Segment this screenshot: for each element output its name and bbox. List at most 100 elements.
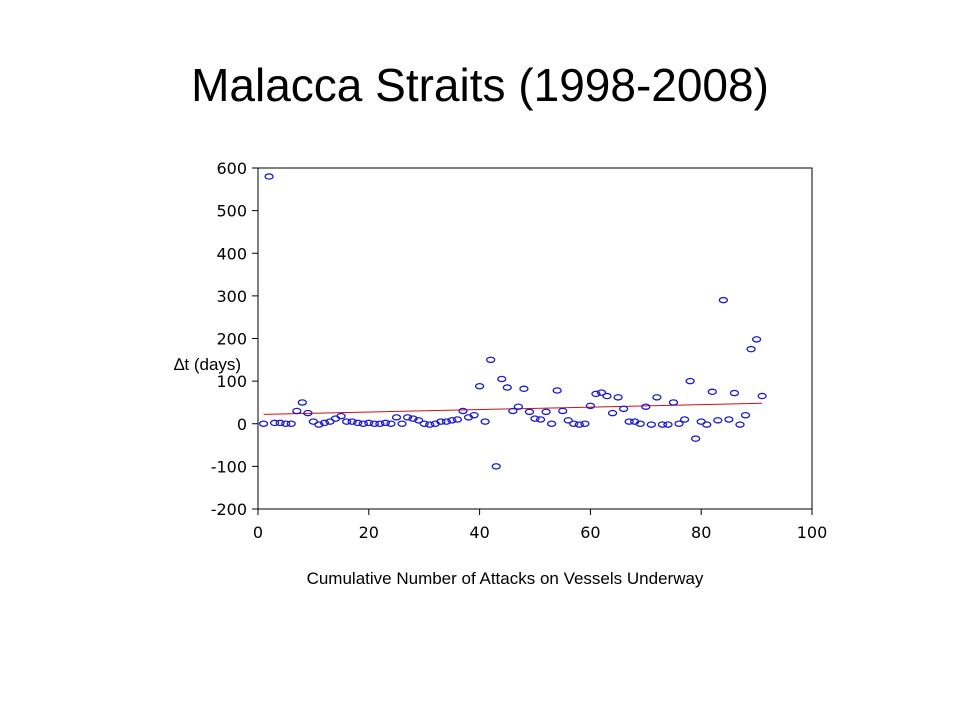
data-point (607, 409, 618, 417)
data-point (602, 392, 612, 400)
data-point (613, 394, 623, 401)
data-point (535, 416, 546, 423)
data-point (269, 419, 280, 427)
data-point (585, 402, 596, 410)
slide-title: Malacca Straits (1998-2008) (191, 59, 769, 111)
data-point (425, 421, 435, 428)
data-point (663, 421, 673, 428)
data-point (364, 419, 374, 427)
y-tick-label: -100 (211, 457, 247, 476)
data-point (591, 390, 601, 398)
data-point (546, 420, 557, 427)
data-point (635, 420, 645, 427)
data-point (530, 415, 540, 422)
x-tick-label: 20 (359, 523, 379, 542)
data-point (508, 407, 518, 415)
data-point (596, 389, 607, 396)
y-tick-label: 600 (216, 159, 247, 178)
data-point (751, 336, 762, 343)
data-point (469, 411, 479, 419)
y-tick-label: 200 (216, 330, 247, 349)
data-point (713, 417, 723, 424)
data-point (458, 407, 468, 415)
data-point (369, 420, 379, 427)
data-point (674, 420, 684, 427)
data-point (391, 414, 402, 421)
data-point (679, 416, 690, 423)
data-point (624, 418, 634, 425)
data-point (513, 403, 524, 410)
data-point (308, 418, 319, 425)
data-point (292, 407, 302, 415)
y-tick-label: 300 (216, 287, 247, 306)
data-point (497, 375, 507, 383)
data-point (685, 377, 695, 385)
x-tick-label: 80 (691, 523, 711, 542)
data-point (402, 414, 413, 421)
data-point (558, 407, 568, 415)
data-point (341, 418, 352, 425)
data-point (397, 420, 407, 427)
data-point (519, 385, 529, 393)
x-axis-label: Cumulative Number of Attacks on Vessels … (306, 569, 704, 588)
data-point (347, 418, 357, 425)
data-point (375, 420, 385, 427)
data-point (386, 420, 396, 427)
data-point (447, 417, 457, 424)
x-tick-label: 40 (469, 523, 489, 542)
plot-frame (257, 167, 813, 510)
data-point (641, 403, 651, 410)
data-point (353, 419, 363, 427)
x-tick-label: 60 (580, 523, 600, 542)
data-point (491, 463, 501, 470)
data-point (474, 382, 485, 390)
data-point (408, 415, 418, 422)
data-point (724, 416, 734, 423)
data-point (414, 417, 424, 424)
y-tick-label: 400 (216, 244, 247, 263)
data-point (691, 435, 701, 442)
data-point (297, 399, 307, 406)
data-point (358, 420, 368, 427)
data-point (552, 387, 562, 394)
data-point (452, 416, 463, 423)
data-point (336, 412, 346, 420)
data-point (436, 418, 446, 425)
data-point (746, 345, 756, 353)
x-tick-label: 0 (253, 523, 263, 542)
data-point (524, 408, 535, 416)
x-axis: 0 20 40 60 80 100 (253, 509, 827, 542)
data-point (729, 389, 740, 397)
data-point (541, 408, 551, 416)
data-point (757, 392, 767, 400)
data-point (740, 411, 751, 419)
data-point (486, 356, 496, 364)
x-tick-label: 100 (797, 523, 828, 542)
data-point (303, 409, 313, 417)
y-tick-label: 100 (216, 372, 247, 391)
data-point (502, 384, 512, 391)
data-point (646, 421, 656, 428)
data-point (264, 173, 274, 180)
data-point (325, 418, 335, 425)
data-point (574, 421, 584, 428)
y-tick-label: 500 (216, 202, 247, 221)
data-point (419, 420, 429, 427)
data-point (258, 420, 269, 427)
data-point (281, 420, 291, 427)
data-point (480, 418, 490, 425)
data-point (580, 420, 590, 427)
data-point (618, 405, 629, 413)
data-point (286, 420, 296, 427)
data-point (696, 418, 706, 425)
data-point (441, 418, 452, 425)
y-tick-label: 0 (237, 415, 247, 434)
data-point (275, 419, 285, 427)
data-point (668, 399, 679, 406)
data-point (319, 419, 330, 427)
y-tick-label: -200 (211, 500, 247, 519)
data-point (707, 388, 717, 396)
data-point (314, 421, 324, 428)
data-point (652, 394, 662, 401)
